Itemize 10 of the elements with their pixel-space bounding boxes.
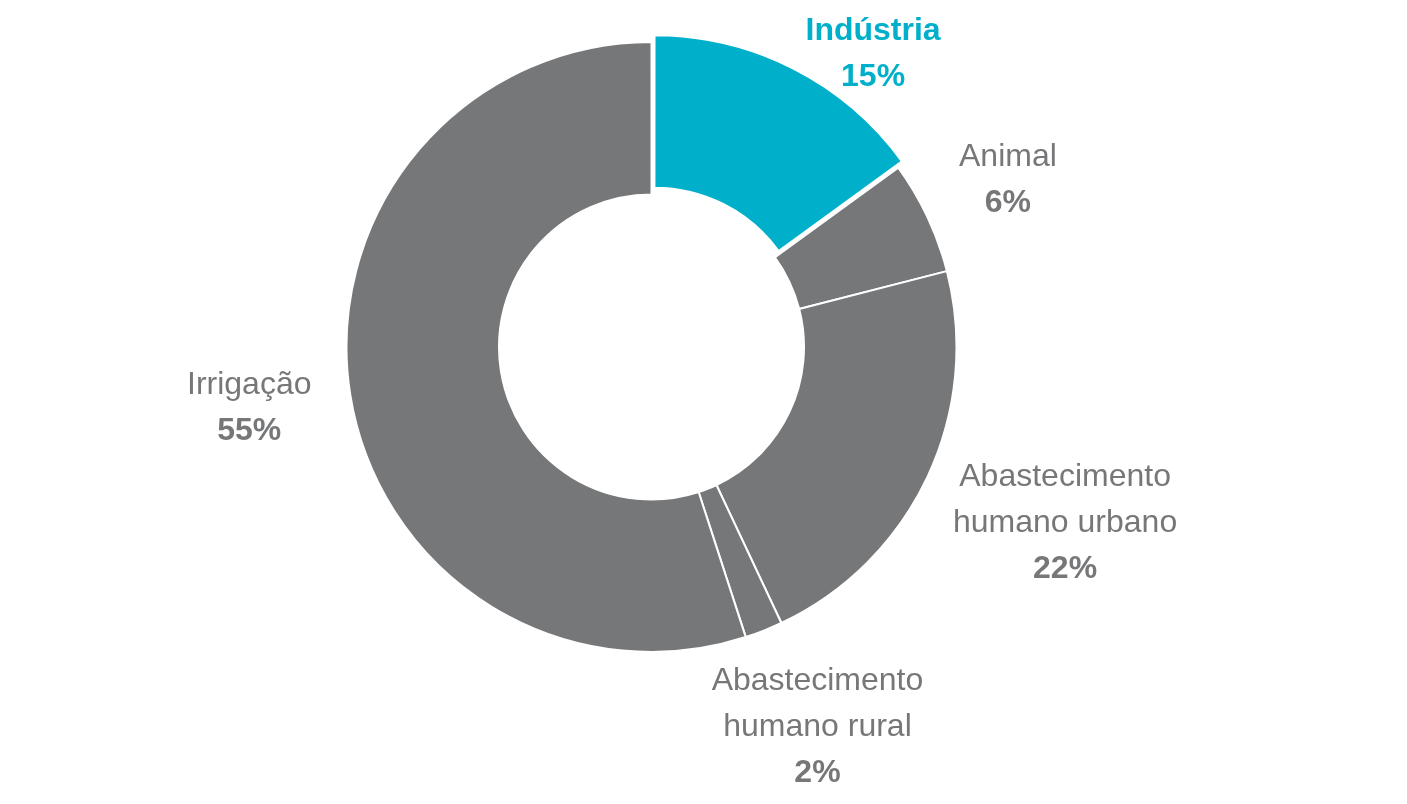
data-label: 2% xyxy=(794,752,841,789)
data-label: 15% xyxy=(841,56,906,93)
slice-label: Abastecimento humano rural xyxy=(711,660,924,743)
slice-label: Animal xyxy=(959,137,1057,174)
slice-label: Abastecimento humano urbano xyxy=(953,457,1178,540)
data-label: 22% xyxy=(1033,549,1098,586)
slice-label: Indústria xyxy=(805,10,941,47)
data-label: 55% xyxy=(217,410,282,447)
data-label: 6% xyxy=(984,183,1032,220)
slice-label: Irrigação xyxy=(187,364,312,401)
